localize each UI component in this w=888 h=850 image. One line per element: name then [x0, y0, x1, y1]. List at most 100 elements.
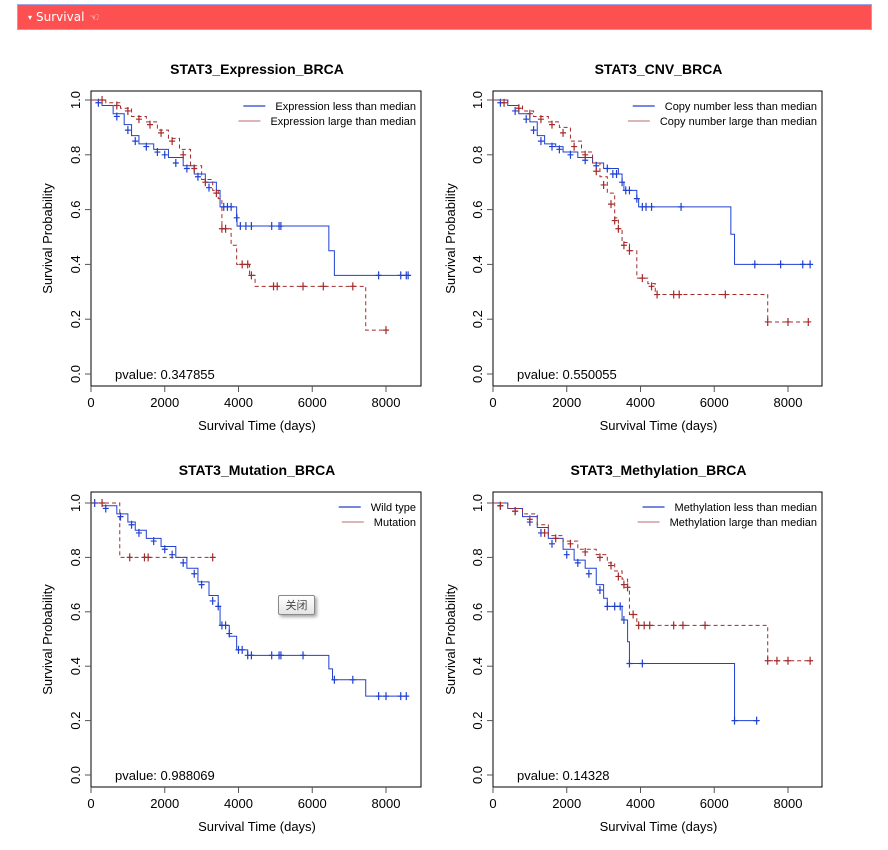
censor-mark	[135, 528, 142, 537]
censor-mark	[397, 271, 404, 280]
y-tick-label: 0.8	[68, 548, 83, 566]
censor-mark	[147, 120, 153, 129]
censor-mark	[611, 216, 618, 225]
x-tick-label: 8000	[774, 796, 803, 811]
x-tick-label: 2000	[150, 395, 179, 410]
censor-mark	[639, 274, 646, 283]
censor-mark	[549, 142, 555, 151]
censor-mark	[169, 137, 176, 146]
censor-mark	[648, 202, 655, 211]
series-low	[91, 499, 410, 701]
censor-mark	[596, 586, 603, 595]
censor-mark	[248, 651, 255, 660]
censor-mark	[785, 317, 791, 326]
censor-mark	[582, 547, 589, 556]
censor-mark	[526, 515, 533, 524]
censor-mark	[349, 282, 356, 291]
x-tick-label: 0	[87, 395, 94, 410]
x-tick-label: 8000	[774, 395, 803, 410]
censor-mark	[158, 128, 165, 137]
series-low	[493, 98, 814, 269]
censor-mark	[497, 501, 504, 510]
censor-mark	[620, 580, 627, 589]
censor-mark	[751, 260, 758, 269]
censor-mark	[567, 150, 574, 159]
legend-label: Methylation large than median	[670, 517, 817, 529]
y-axis-label: Survival Probability	[40, 183, 55, 294]
censor-mark	[643, 202, 650, 211]
censor-mark	[180, 150, 187, 159]
x-tick-label: 2000	[552, 395, 581, 410]
censor-mark	[552, 534, 559, 543]
y-axis-label: Survival Probability	[443, 183, 458, 294]
censor-mark	[549, 120, 555, 129]
series-high	[91, 499, 216, 562]
censor-mark	[113, 112, 120, 121]
censor-mark	[242, 222, 249, 231]
x-tick-label: 0	[489, 796, 496, 811]
censor-mark	[222, 621, 229, 630]
censor-mark	[161, 150, 168, 159]
censor-mark	[515, 104, 522, 113]
y-tick-label: 1.0	[68, 91, 83, 109]
pointer-hand-icon: ☜	[89, 10, 100, 24]
x-tick-label: 4000	[626, 796, 655, 811]
close-button[interactable]: 关闭	[278, 595, 315, 615]
collapse-caret-icon[interactable]: ▾	[28, 12, 33, 22]
censor-mark	[604, 602, 611, 611]
censor-mark	[702, 621, 709, 630]
censor-mark	[639, 659, 646, 668]
survival-curve	[91, 502, 213, 558]
censor-mark	[676, 290, 683, 299]
pvalue-annotation: pvalue: 0.550055	[517, 367, 617, 382]
censor-mark	[274, 282, 281, 291]
censor-mark	[596, 553, 603, 562]
censor-mark	[268, 651, 275, 660]
survival-curve	[91, 502, 409, 697]
legend: Methylation less than median Methylation …	[637, 502, 817, 529]
y-tick-label: 0.6	[68, 603, 83, 621]
censor-mark	[626, 186, 633, 195]
legend-label: Copy number less than median	[665, 101, 817, 113]
x-tick-label: 0	[489, 395, 496, 410]
legend: Copy number less than median Copy number …	[627, 101, 817, 128]
censor-mark	[233, 213, 240, 222]
censor-mark	[239, 260, 246, 269]
censor-mark	[523, 115, 530, 124]
censor-mark	[567, 539, 574, 548]
censor-mark	[604, 164, 611, 173]
km-chart-1: STAT3_Expression_BRCA 0 2000 4000 6000 8000 0.…	[40, 61, 422, 433]
censor-mark	[646, 621, 653, 630]
censor-mark	[679, 621, 686, 630]
censor-mark	[611, 602, 618, 611]
censor-mark	[600, 180, 607, 189]
censor-mark	[237, 222, 244, 231]
censor-mark	[99, 499, 106, 507]
censor-mark	[620, 615, 627, 624]
censor-mark	[635, 621, 642, 630]
survival-curve	[493, 99, 811, 323]
censor-mark	[126, 553, 133, 562]
censor-mark	[132, 137, 139, 146]
censor-mark	[213, 189, 220, 198]
censor-mark	[777, 260, 784, 269]
censor-mark	[563, 550, 570, 559]
censor-mark	[785, 656, 791, 665]
censor-mark	[248, 271, 255, 280]
legend-label: Mutation	[374, 517, 416, 529]
censor-mark	[626, 246, 633, 255]
y-tick-label: 0.2	[470, 712, 485, 730]
x-tick-label: 6000	[700, 796, 729, 811]
x-tick-label: 4000	[626, 395, 655, 410]
x-tick-label: 0	[87, 796, 94, 811]
censor-mark	[805, 317, 812, 326]
censor-mark	[172, 159, 179, 168]
censor-mark	[615, 224, 622, 233]
y-axis-label: Survival Probability	[40, 584, 55, 695]
censor-mark	[161, 545, 168, 554]
x-axis-label: Survival Time (days)	[600, 819, 718, 834]
y-tick-label: 0.4	[470, 255, 485, 273]
censor-mark	[731, 716, 738, 725]
censor-mark	[582, 150, 589, 159]
survival-section-header[interactable]: ▾ Survival ☜	[17, 4, 872, 30]
